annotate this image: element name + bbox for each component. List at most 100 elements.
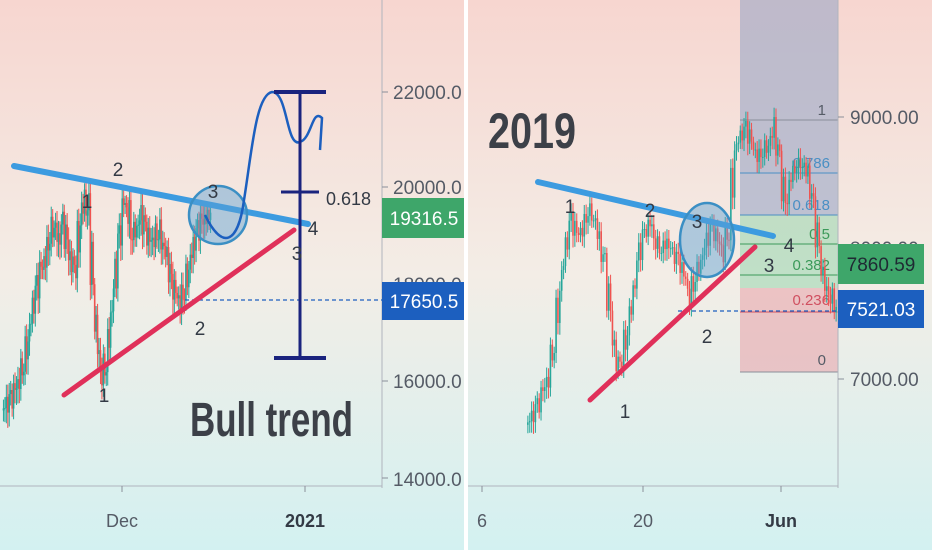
candle-body bbox=[825, 286, 828, 291]
left-candles bbox=[2, 180, 212, 428]
candle-body bbox=[76, 221, 79, 279]
candle-body bbox=[760, 148, 762, 158]
candle-body bbox=[562, 266, 565, 270]
candle-body bbox=[186, 263, 189, 288]
candle-body bbox=[122, 198, 125, 206]
candle-body bbox=[574, 220, 576, 236]
candle-body bbox=[15, 388, 18, 390]
candle-body bbox=[716, 228, 719, 242]
candle-body bbox=[617, 356, 619, 372]
candle-body bbox=[64, 224, 67, 249]
candle-body bbox=[683, 262, 685, 277]
candle-body bbox=[86, 210, 89, 216]
candle-body bbox=[549, 344, 552, 388]
candle-body bbox=[134, 221, 137, 238]
candle-body bbox=[668, 238, 670, 249]
candle-body bbox=[684, 276, 687, 279]
candle-body bbox=[602, 254, 604, 262]
candle-body bbox=[51, 216, 54, 238]
candle-body bbox=[160, 219, 163, 250]
candle-body bbox=[163, 242, 166, 247]
candle-body bbox=[677, 251, 680, 254]
left-x-tick-label: Dec bbox=[106, 511, 138, 531]
candle-body bbox=[733, 150, 736, 198]
candle-body bbox=[660, 253, 663, 255]
candle-body bbox=[643, 229, 646, 231]
candle-body bbox=[80, 202, 83, 226]
candle-body bbox=[803, 162, 805, 168]
candle-body bbox=[18, 379, 21, 390]
candle-body bbox=[705, 232, 708, 248]
candle-body bbox=[656, 236, 659, 249]
candle-body bbox=[202, 218, 205, 225]
candle-body bbox=[615, 339, 618, 372]
right-wave-number: 3 bbox=[692, 212, 703, 233]
right-price-badge-support-label: 7521.03 bbox=[847, 300, 916, 321]
candle-body bbox=[621, 361, 623, 368]
candle-body bbox=[735, 144, 738, 151]
candle-body bbox=[731, 167, 734, 198]
candle-body bbox=[62, 211, 64, 225]
candle-body bbox=[560, 269, 563, 291]
candle-body bbox=[24, 336, 26, 372]
candle-body bbox=[775, 117, 777, 156]
candle-body bbox=[30, 323, 32, 325]
candle-body bbox=[784, 176, 787, 203]
candle-body bbox=[169, 264, 171, 283]
candle-body bbox=[589, 203, 591, 217]
candle-body bbox=[758, 148, 760, 162]
candle-body bbox=[534, 404, 537, 423]
candle-body bbox=[626, 335, 629, 350]
candle-body bbox=[814, 196, 817, 248]
right-wave-number: 1 bbox=[620, 402, 631, 423]
right-x-tick-label: 6 bbox=[477, 511, 487, 531]
candle-body bbox=[141, 205, 144, 235]
candle-body bbox=[130, 200, 132, 240]
candle-body bbox=[9, 390, 12, 395]
candle-body bbox=[636, 260, 638, 289]
right-wave-number: 4 bbox=[784, 236, 795, 257]
left-breakout-circle bbox=[187, 184, 249, 246]
left-y-axis: 22000.0 20000.0 18000.0 16000.0 14000.0 bbox=[382, 83, 462, 491]
candle-body bbox=[632, 285, 634, 315]
candle-body bbox=[564, 237, 567, 267]
candle-body bbox=[831, 288, 834, 304]
candle-body bbox=[679, 253, 681, 273]
candle-body bbox=[596, 218, 599, 239]
right-breakout-circle bbox=[678, 201, 736, 279]
candle-body bbox=[528, 421, 531, 423]
candle-body bbox=[201, 213, 203, 219]
candle-body bbox=[177, 295, 180, 299]
panel-divider bbox=[464, 0, 468, 550]
candle-body bbox=[208, 209, 210, 220]
candle-body bbox=[568, 220, 571, 250]
candle-body bbox=[575, 220, 578, 233]
left-level-label: 0.618 bbox=[326, 189, 371, 209]
candle-body bbox=[724, 223, 727, 263]
candle-body bbox=[792, 165, 794, 183]
candle-body bbox=[703, 247, 706, 256]
candle-body bbox=[170, 264, 173, 274]
candle-body bbox=[48, 243, 51, 251]
candle-body bbox=[822, 266, 824, 275]
candle-body bbox=[579, 227, 582, 236]
candle-body bbox=[157, 239, 160, 241]
candle-body bbox=[83, 189, 86, 214]
candle-body bbox=[681, 262, 683, 273]
candle-body bbox=[167, 247, 170, 283]
candle-body bbox=[183, 299, 186, 301]
candle-body bbox=[726, 223, 728, 240]
candle-body bbox=[613, 339, 616, 346]
candle-body bbox=[44, 256, 47, 268]
candle-body bbox=[41, 266, 44, 270]
left-descending-trendline bbox=[11, 163, 311, 227]
candle-body bbox=[111, 311, 113, 313]
candle-body bbox=[728, 239, 730, 241]
candle-body bbox=[750, 129, 753, 142]
candle-body bbox=[37, 274, 40, 299]
candle-body bbox=[547, 376, 550, 388]
candle-body bbox=[203, 214, 206, 225]
candle-body bbox=[748, 129, 751, 144]
fib-label: 0.236 bbox=[792, 292, 830, 309]
candle-body bbox=[35, 274, 38, 286]
